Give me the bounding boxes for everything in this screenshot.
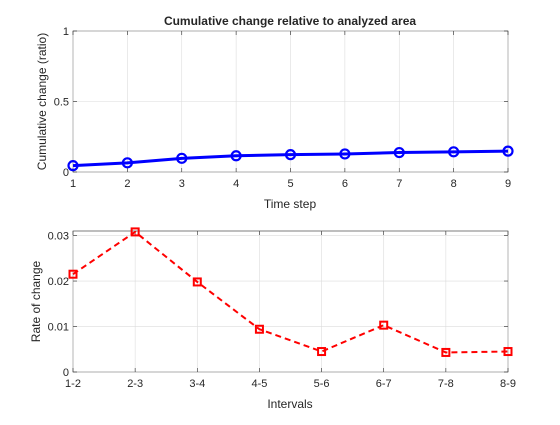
top-data-point <box>67 160 79 172</box>
top-data-point <box>230 150 242 162</box>
bottom-x-tick-label: 8-9 <box>500 378 516 390</box>
top-series-line <box>72 149 509 168</box>
top-data-point <box>176 152 188 164</box>
top-x-tick-label: 3 <box>179 178 185 190</box>
bottom-x-tick-label: 5-6 <box>314 378 330 390</box>
top-chart-title: Cumulative change relative to analyzed a… <box>164 14 416 28</box>
top-x-tick-label: 8 <box>451 178 457 190</box>
top-x-tick-label: 6 <box>342 178 348 190</box>
top-y-tick-label: 0 <box>63 167 69 179</box>
top-data-point <box>339 148 351 160</box>
top-x-tick-label: 9 <box>505 178 511 190</box>
top-series <box>67 145 514 172</box>
bottom-y-tick-label: 0 <box>63 367 69 379</box>
bottom-data-point <box>317 347 327 357</box>
bottom-x-tick-label: 2-3 <box>127 378 143 390</box>
bottom-x-axis-label: Intervals <box>267 397 312 411</box>
top-ticks: 1 2 3 4 5 6 7 8 9 0 0.5 1 <box>54 26 511 190</box>
bottom-data-point <box>192 277 202 287</box>
top-y-axis-label: Cumulative change (ratio) <box>35 33 49 170</box>
top-y-tick-label: 1 <box>63 26 69 38</box>
bottom-data-point <box>503 347 513 357</box>
top-data-point <box>284 149 297 161</box>
top-data-point <box>448 146 460 158</box>
bottom-y-tick-label: 0.03 <box>48 231 69 243</box>
bottom-y-tick-label: 0.01 <box>48 322 69 334</box>
bottom-data-point <box>254 324 264 334</box>
top-x-tick-label: 7 <box>396 178 402 190</box>
bottom-x-tick-label: 1-2 <box>65 378 81 390</box>
top-x-tick-label: 2 <box>124 178 130 190</box>
bottom-axes: 1-2 2-3 3-4 4-5 5-6 6-7 7-8 8-9 0 0.01 0.02 0.03 In… <box>29 227 516 411</box>
bottom-data-point <box>68 269 78 279</box>
top-y-tick-label: 0.5 <box>54 97 69 109</box>
bottom-data-point <box>441 347 451 357</box>
bottom-y-tick-label: 0.02 <box>48 276 69 288</box>
top-data-point <box>121 157 133 169</box>
bottom-ticks: 1-2 2-3 3-4 4-5 5-6 6-7 7-8 8-9 0 0.01 0.02 0.03 <box>48 231 516 390</box>
bottom-x-tick-label: 6-7 <box>376 378 392 390</box>
bottom-y-axis-label: Rate of change <box>29 260 43 342</box>
bottom-series-line <box>72 230 509 354</box>
bottom-x-tick-label: 4-5 <box>251 378 267 390</box>
bottom-data-point <box>379 320 389 330</box>
top-x-axis-label: Time step <box>264 197 317 211</box>
bottom-x-tick-label: 3-4 <box>189 378 205 390</box>
bottom-series <box>68 227 513 357</box>
top-axes: 1 2 3 4 5 6 7 8 9 0 0.5 1 Cumulative change relativ… <box>35 14 514 211</box>
top-data-point <box>393 146 405 159</box>
top-x-tick-label: 4 <box>233 178 239 190</box>
top-x-tick-label: 1 <box>70 178 76 190</box>
bottom-grid <box>72 231 509 373</box>
top-data-point <box>502 145 514 157</box>
bottom-data-point <box>130 227 140 237</box>
bottom-x-tick-label: 7-8 <box>438 378 454 390</box>
top-x-tick-label: 5 <box>287 178 293 190</box>
